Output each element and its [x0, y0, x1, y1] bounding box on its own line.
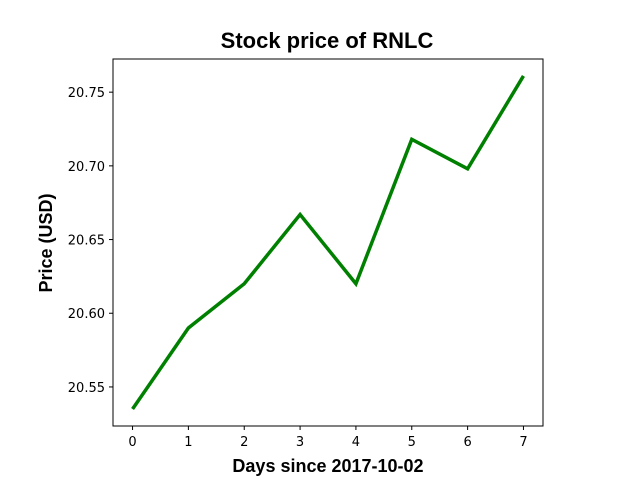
x-tick-label: 7 — [519, 435, 527, 450]
x-tick-label: 2 — [240, 435, 248, 450]
x-tick-label: 6 — [463, 435, 471, 450]
x-tick-label: 3 — [296, 435, 304, 450]
y-tick-label: 20.70 — [68, 160, 105, 175]
x-tick-label: 0 — [128, 435, 136, 450]
x-tick-label: 4 — [352, 435, 360, 450]
x-tick-label: 5 — [408, 435, 416, 450]
y-tick-label: 20.65 — [68, 234, 105, 249]
x-tick-label: 1 — [184, 435, 192, 450]
y-axis: 20.55 20.60 20.65 20.70 20.75 — [68, 86, 113, 396]
plot-area — [131, 75, 525, 411]
y-tick-label: 20.55 — [68, 381, 105, 396]
series-line — [131, 75, 525, 411]
x-axis-label: Days since 2017-10-02 — [232, 456, 423, 476]
chart-title: Stock price of RNLC — [221, 28, 434, 53]
plot-frame — [112, 58, 544, 427]
x-axis: 0 1 2 3 4 5 6 7 — [128, 426, 528, 450]
y-axis-label: Price (USD) — [36, 193, 56, 292]
y-tick-label: 20.60 — [68, 307, 105, 322]
y-tick-label: 20.75 — [68, 86, 105, 101]
